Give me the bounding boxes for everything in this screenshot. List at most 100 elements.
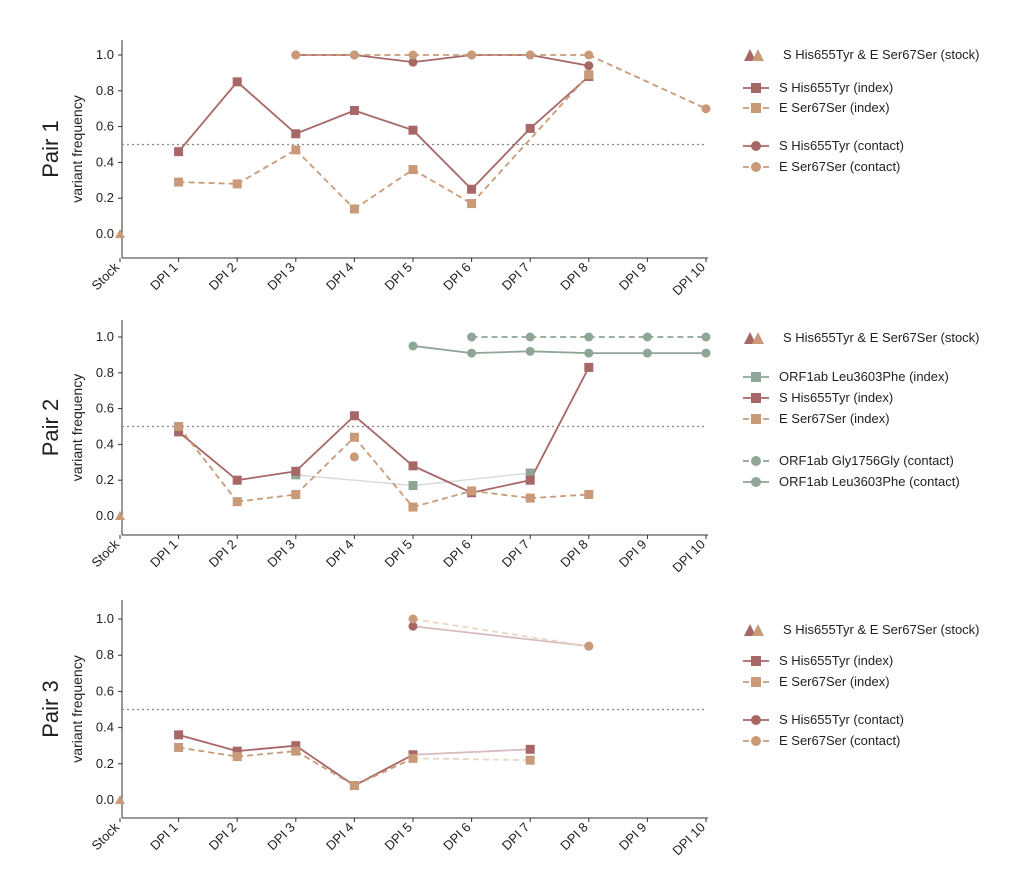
legend-entry: E Ser67Ser (contact) <box>743 733 900 748</box>
series-segment <box>412 168 473 205</box>
data-point <box>291 50 301 60</box>
series-segment <box>177 425 238 503</box>
x-tick-label: DPI 10 <box>669 820 708 859</box>
data-point <box>291 129 301 139</box>
x-tick-label: DPI 1 <box>147 537 181 571</box>
legend-entry: S His655Tyr & E Ser67Ser (stock) <box>744 47 980 62</box>
panel-label: Pair 2 <box>38 399 63 456</box>
legend-entry: ORF1ab Leu3603Phe (index) <box>743 369 949 384</box>
series-segment <box>295 750 355 787</box>
data-point <box>408 614 418 624</box>
series-segment <box>412 618 589 648</box>
series-segment <box>353 436 414 508</box>
legend-entry: S His655Tyr (index) <box>743 80 893 95</box>
legend-marker <box>751 656 761 666</box>
legend-entry: S His655Tyr & E Ser67Ser (stock) <box>744 622 980 637</box>
data-point <box>584 61 594 71</box>
y-tick-label: 0.6 <box>96 401 114 416</box>
data-point <box>701 348 711 358</box>
data-point <box>408 481 418 491</box>
legend-marker <box>751 456 761 466</box>
legend-entry: S His655Tyr (index) <box>743 390 893 405</box>
x-tick-label: Stock <box>89 536 123 570</box>
legend-entry: S His655Tyr & E Ser67Ser (stock) <box>744 330 980 345</box>
data-point <box>584 50 594 60</box>
data-point <box>467 332 477 342</box>
series-segment <box>529 75 590 130</box>
series-segment <box>353 168 414 210</box>
series-segment <box>237 750 296 758</box>
x-tick-label: DPI 3 <box>264 537 298 571</box>
x-tick-label: DPI 1 <box>147 820 181 854</box>
x-tick-label: DPI 3 <box>264 260 298 294</box>
legend-marker <box>751 677 761 687</box>
legend: S His655Tyr & E Ser67Ser (stock) S His655… <box>743 622 980 748</box>
legend-label: S His655Tyr (contact) <box>779 138 904 153</box>
series-segment <box>237 493 296 503</box>
series-segment <box>471 479 531 494</box>
series-segment <box>588 54 707 110</box>
faded-connector <box>412 472 531 487</box>
series-segment <box>412 757 531 762</box>
panel-label: Pair 1 <box>38 120 63 177</box>
x-tick-label: DPI 7 <box>499 820 533 854</box>
legend-entry: E Ser67Ser (index) <box>743 411 890 426</box>
x-tick-label: Stock <box>89 259 123 293</box>
legend: S His655Tyr & E Ser67Ser (stock) ORF1ab L… <box>743 330 980 489</box>
y-tick-label: 1.0 <box>96 47 114 62</box>
y-tick-label: 0.6 <box>96 119 114 134</box>
data-point <box>349 50 359 60</box>
x-tick-label: DPI 1 <box>147 260 181 294</box>
data-point <box>642 348 652 358</box>
x-tick-label: DPI 2 <box>206 260 240 294</box>
data-point <box>349 105 359 115</box>
data-point <box>174 427 184 437</box>
data-point <box>174 422 184 431</box>
data-point <box>584 70 594 80</box>
legend-label: S His655Tyr & E Ser67Ser (stock) <box>783 47 980 62</box>
legend-label: S His655Tyr & E Ser67Ser (stock) <box>783 622 980 637</box>
y-tick-label: 0.2 <box>96 190 114 205</box>
y-tick-label: 0.0 <box>96 508 114 523</box>
series-segment <box>295 149 356 210</box>
series-segment <box>353 415 414 467</box>
legend-entry: E Ser67Ser (contact) <box>743 159 900 174</box>
y-tick-label: 0.4 <box>96 436 114 451</box>
y-tick-label: 0.6 <box>96 683 114 698</box>
legend-entry: ORF1ab Leu3603Phe (contact) <box>743 474 960 489</box>
y-axis-label: variant frequency <box>69 374 85 481</box>
legend-label: S His655Tyr & E Ser67Ser (stock) <box>783 330 980 345</box>
legend-label: E Ser67Ser (index) <box>779 100 890 115</box>
x-tick-label: DPI 3 <box>264 820 298 854</box>
data-point <box>349 204 359 214</box>
x-tick-label: DPI 8 <box>557 820 591 854</box>
data-point <box>232 746 242 756</box>
data-point <box>408 502 418 512</box>
data-point <box>174 730 184 740</box>
series-segment <box>178 181 238 185</box>
x-tick-label: DPI 8 <box>557 537 591 571</box>
series-segment <box>412 625 589 648</box>
series-segment <box>412 490 472 508</box>
series-segment <box>529 367 590 481</box>
series-segment <box>295 744 355 787</box>
legend-label: S His655Tyr (index) <box>779 653 893 668</box>
legend-marker <box>751 83 761 93</box>
legend-entry: E Ser67Ser (index) <box>743 100 890 115</box>
legend-stock-marker <box>752 332 764 344</box>
data-point <box>408 165 418 175</box>
y-axis-label: variant frequency <box>69 95 85 202</box>
data-point <box>584 641 594 651</box>
x-tick-label: DPI 9 <box>616 820 650 854</box>
legend: S His655Tyr & E Ser67Ser (stock) S His655… <box>743 47 980 174</box>
legend-label: S His655Tyr (contact) <box>779 712 904 727</box>
legend-entry: E Ser67Ser (index) <box>743 674 890 689</box>
series-segment <box>471 490 531 499</box>
data-point <box>584 332 594 342</box>
panel-label: Pair 3 <box>38 680 63 737</box>
x-tick-label: DPI 9 <box>616 260 650 294</box>
data-point <box>525 755 535 765</box>
legend-label: E Ser67Ser (contact) <box>779 733 900 748</box>
legend-label: E Ser67Ser (index) <box>779 411 890 426</box>
